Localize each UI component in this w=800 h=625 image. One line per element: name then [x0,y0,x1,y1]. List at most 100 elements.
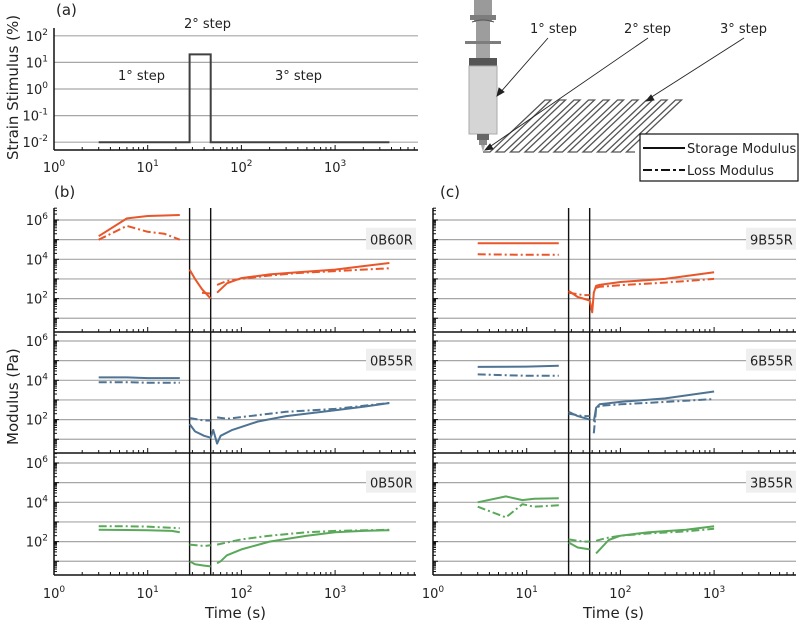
loss-modulus-line [98,381,180,384]
subplot-0B50R: 106 104 102 0B50R [26,453,416,576]
panel-c-modulus: 9B55R 6B55R 3B55R 100 101 102 103 [422,207,796,602]
y-tick-label: 106 [26,333,49,350]
schematic-step-3: 3° step [720,22,767,37]
sample-label-box [366,470,416,493]
y-tick-label: 100 [26,81,49,98]
sample-label: 6B55R [750,355,793,370]
annotation-step-3: 3° step [275,69,322,84]
y-tick-label: 101 [26,54,48,71]
y-tick-label: 104 [26,494,49,511]
loss-modulus-line [98,525,180,530]
annotation-step-1: 1° step [118,69,165,84]
x-tick-label: 103 [324,585,346,602]
y-tick-label: 10-1 [22,108,48,125]
storage-modulus-line [98,376,180,380]
subplot-3B55R: 3B55R [432,453,796,576]
x-tick-label: 102 [230,159,252,176]
loss-modulus-line [477,503,559,519]
loss-modulus-line [595,527,715,542]
loss-modulus-line [216,402,390,420]
x-tick-label: 103 [324,159,346,176]
sample-label: 3B55R [750,477,793,492]
y-axis-title-strain: Strain Stimulus (%) [4,15,22,160]
x-tick-label: 103 [703,585,725,602]
storage-modulus-line [592,390,715,422]
loss-modulus-line [568,538,590,543]
loss-modulus-line [189,417,211,422]
loss-modulus-line [568,291,590,297]
x-axis-title-c: Time (s) [582,604,644,622]
storage-modulus-line [98,528,180,534]
y-tick-label: 102 [26,291,48,308]
legend: Storage Modulus Loss Modulus [639,133,799,182]
loss-modulus-line [568,412,590,418]
loss-modulus-line [189,543,211,547]
loss-modulus-line [98,224,181,241]
storage-modulus-line [216,529,390,565]
x-tick-label: 102 [609,585,631,602]
loss-modulus-line [201,291,211,295]
subplot-0B60R: 106 104 102 0B60R [26,207,416,333]
y-tick-label: 102 [26,534,48,551]
x-tick-label: 100 [43,585,66,602]
serpentine-path [483,99,684,153]
storage-modulus-line [477,364,559,368]
panel-b-label: (b) [54,183,75,201]
loss-modulus-line [592,398,715,434]
loss-modulus-line [595,277,715,289]
printing-schematic: 1° step 2° step 3° step Storage Modulus … [465,0,799,182]
subplot-0B55R: 106 104 102 0B55R [26,332,416,454]
loss-modulus-line [477,253,559,256]
panel-a-strain-stimulus: (a) 102 101 100 10-1 10-2 100 101 102 103 2° st… [4,1,418,176]
schematic-step-2: 2° step [624,22,671,37]
subplot-6B55R: 6B55R [432,332,796,454]
legend-loss-label: Loss Modulus [687,164,774,179]
annotation-step-2: 2° step [184,17,231,32]
storage-modulus-line [477,495,559,504]
sample-label-box [746,470,796,493]
sample-label: 0B60R [370,234,413,249]
loss-modulus-line [216,267,390,286]
sample-label-box [746,227,796,250]
sample-label: 0B55R [370,355,413,370]
sample-label-box [746,348,796,371]
panel-b-modulus: 106 104 102 0B60R 106 104 102 0B55R 106 104 102 0B5… [26,207,416,602]
printed-serpentine-pattern [483,99,684,153]
y-tick-label: 106 [26,455,49,472]
strain-series-line [98,53,390,144]
x-tick-label: 101 [137,159,159,176]
x-tick-label: 100 [422,585,445,602]
loss-modulus-line [477,373,559,377]
y-axis-title-modulus: Modulus (Pa) [4,348,22,445]
x-tick-label: 100 [43,159,66,176]
legend-storage-label: Storage Modulus [687,142,797,157]
x-tick-label: 101 [137,585,159,602]
syringe-icon [465,0,501,152]
sample-label-box [366,227,416,250]
storage-modulus-line [568,271,715,314]
y-tick-label: 102 [26,28,48,45]
storage-modulus-line [568,541,590,551]
x-axis-title-b: Time (s) [204,604,266,622]
x-tick-label: 102 [230,585,252,602]
y-tick-label: 106 [26,212,49,229]
storage-modulus-line [216,262,390,294]
sample-label: 9B55R [750,234,793,249]
y-tick-label: 10-2 [22,134,48,151]
panel-a-label: (a) [56,1,77,19]
annotation-arrows [483,37,745,151]
storage-modulus-line [188,402,390,445]
y-tick-label: 104 [26,251,49,268]
panel-c-label: (c) [440,183,460,201]
loss-modulus-line [216,528,390,546]
subplot-9B55R: 9B55R [432,207,796,333]
schematic-step-1: 1° step [530,22,577,37]
y-tick-label: 104 [26,372,49,389]
x-tick-label: 101 [516,585,538,602]
sample-label-box [366,348,416,371]
sample-label: 0B50R [370,477,413,492]
storage-modulus-line [98,214,180,238]
storage-modulus-line [189,560,211,568]
y-tick-label: 102 [26,412,48,429]
